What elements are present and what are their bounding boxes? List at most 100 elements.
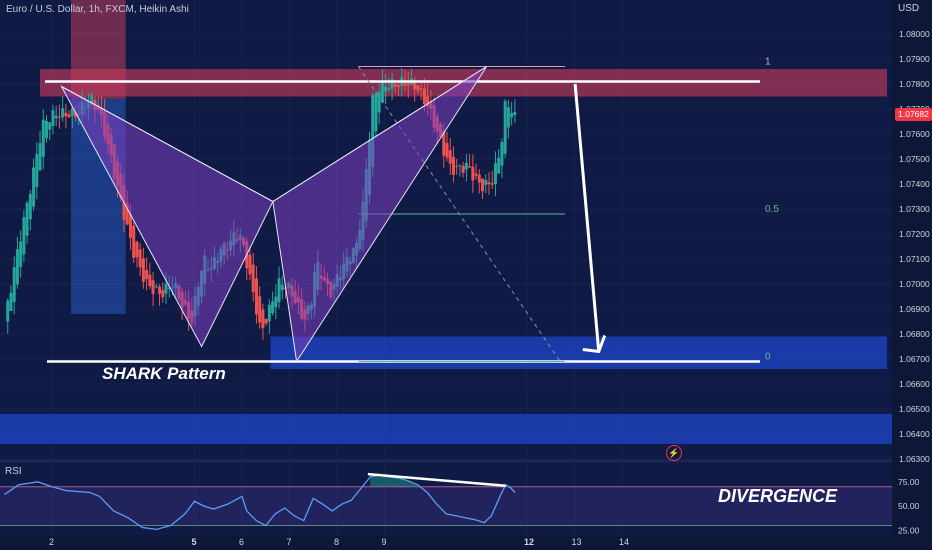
time-tick-label: 14 [619, 537, 629, 547]
time-tick-label: 7 [287, 537, 292, 547]
candle-body [141, 258, 145, 282]
candle-body [54, 115, 58, 119]
rsi-tick-label: 25.00 [898, 525, 920, 535]
lightning-icon[interactable]: ⚡ [666, 445, 682, 461]
candle-body [374, 93, 378, 132]
time-tick-label: 12 [524, 537, 534, 547]
price-tick-label: 1.06600 [899, 379, 930, 389]
candle-body [493, 163, 497, 184]
candle-body [15, 249, 19, 285]
candle-body [25, 202, 29, 236]
candle-body [9, 292, 13, 312]
candle-body [513, 111, 517, 116]
time-tick-label: 2 [49, 537, 54, 547]
support-zone [270, 336, 887, 369]
rsi-band [0, 486, 892, 526]
price-tick-label: 1.06700 [899, 354, 930, 364]
candle-body [125, 202, 129, 225]
candle-body [38, 143, 42, 171]
time-axis-panel [0, 535, 892, 550]
candle-body [135, 241, 139, 258]
candle-body [490, 183, 494, 185]
rsi-pane [0, 462, 892, 535]
price-tick-label: 1.07400 [899, 179, 930, 189]
candle-body [248, 254, 252, 275]
time-tick-label: 5 [192, 537, 197, 547]
candle-body [148, 274, 152, 286]
price-tick-label: 1.07800 [899, 79, 930, 89]
candle-body [422, 88, 426, 104]
candle-body [487, 182, 491, 185]
price-tick-label: 1.06300 [899, 454, 930, 464]
candle-body [474, 173, 478, 176]
candle-body [70, 108, 74, 116]
candle-body [455, 165, 459, 167]
candle-body [510, 113, 514, 118]
price-tick-label: 1.07300 [899, 204, 930, 214]
divergence-label: DIVERGENCE [718, 486, 838, 506]
shark-pattern-label: SHARK Pattern [102, 364, 226, 383]
rsi-tick-label: 75.00 [898, 477, 920, 487]
projection-arrowhead [582, 334, 607, 354]
lower-zone [0, 414, 892, 444]
candle-body [167, 287, 171, 289]
rsi-label[interactable]: RSI [5, 466, 22, 477]
candle-body [506, 107, 510, 128]
candle-body [271, 301, 275, 314]
candle-body [128, 213, 132, 238]
price-tick-label: 1.07500 [899, 154, 930, 164]
candle-body [44, 121, 48, 139]
candle-body [251, 264, 255, 293]
fib-label: 0.5 [765, 204, 779, 215]
time-tick-label: 9 [382, 537, 387, 547]
candle-body [416, 85, 420, 91]
candle-body [484, 179, 488, 185]
candle-body [154, 286, 158, 288]
candle-body [426, 96, 430, 107]
divergence-line [367, 472, 506, 487]
candle-body [497, 157, 501, 174]
candle-body [28, 193, 32, 220]
price-tick-label: 1.07100 [899, 254, 930, 264]
candle-body [74, 112, 78, 117]
candle-body [35, 153, 39, 187]
price-tick-label: 1.07000 [899, 279, 930, 289]
candle-body [461, 165, 465, 173]
candle-body [12, 267, 16, 302]
candle-body [48, 122, 52, 130]
candle-body [274, 296, 278, 308]
candle-body [61, 108, 65, 118]
candle-body [413, 81, 417, 90]
price-tick-label: 1.06400 [899, 429, 930, 439]
candle-body [419, 88, 423, 90]
price-tick-label: 1.06800 [899, 329, 930, 339]
price-tick-label: 1.06500 [899, 404, 930, 414]
shark-bc-line [272, 66, 487, 202]
projection-arrow [573, 83, 601, 352]
candle-body [267, 304, 271, 322]
candle-body [64, 112, 68, 117]
candle-body [67, 114, 71, 118]
candle-body [468, 166, 472, 168]
candle-body [264, 318, 268, 324]
candle-body [384, 86, 388, 92]
candle-body [371, 95, 375, 168]
candle-body [403, 81, 407, 86]
candle-body [387, 88, 391, 90]
candle-body [6, 300, 10, 322]
candle-body [19, 241, 23, 267]
price-tick-label: 1.07600 [899, 129, 930, 139]
time-tick-label: 13 [572, 537, 582, 547]
candle-body [390, 79, 394, 89]
candle-body [145, 270, 149, 279]
symbol-title[interactable]: Euro / U.S. Dollar, 1h, FXCM, Heikin Ash… [6, 4, 189, 15]
candle-body [481, 178, 485, 192]
price-tick-label: 1.07900 [899, 54, 930, 64]
candle-body [164, 283, 168, 294]
candle-body [380, 80, 384, 103]
candle-body [442, 130, 446, 156]
candle-body [458, 165, 462, 167]
candle-body [448, 150, 452, 164]
fib-trend-line [357, 66, 561, 362]
